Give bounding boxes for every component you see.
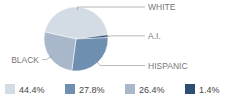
legend: 44.4% 27.8% 26.4% 1.4% (5, 84, 220, 95)
legend-swatch (125, 84, 135, 94)
legend-swatch (5, 84, 15, 94)
leader-line (96, 60, 145, 65)
slice-label: WHITE (148, 2, 176, 12)
leader-line (77, 7, 145, 10)
chart: WHITE A.I. HISPANIC BLACK 44.4% 27.8% 26.4% 1.4… (0, 0, 240, 100)
legend-label: 26.4% (139, 85, 165, 95)
legend-swatch (185, 84, 195, 94)
legend-swatch (65, 84, 75, 94)
slice-label: BLACK (11, 55, 39, 65)
legend-label: 27.8% (79, 85, 105, 95)
legend-label: 1.4% (199, 85, 220, 95)
slice-label: HISPANIC (148, 61, 188, 71)
leader-line (105, 35, 145, 37)
slice-label: A.I. (148, 31, 161, 41)
leader-line (42, 56, 52, 60)
pie-slice (44, 32, 76, 71)
pie-slice (72, 38, 108, 71)
slice-labels: WHITE A.I. HISPANIC BLACK (11, 2, 187, 71)
pie (44, 7, 108, 71)
legend-label: 44.4% (19, 85, 45, 95)
